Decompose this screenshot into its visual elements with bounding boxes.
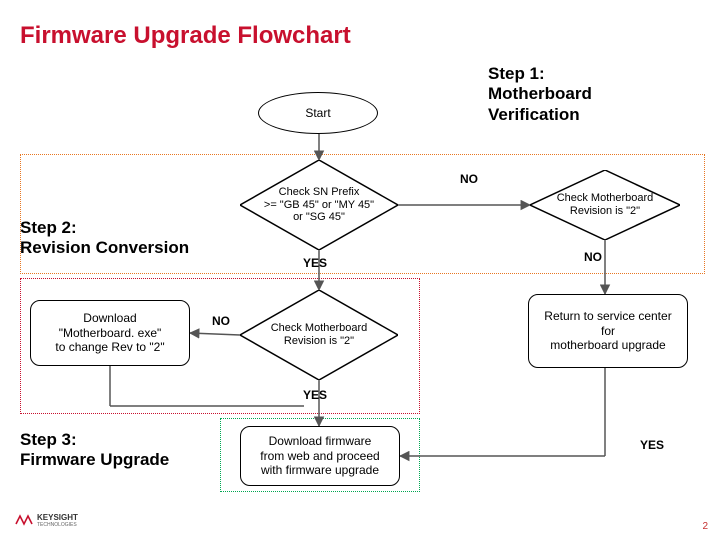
label-no2: NO (212, 314, 230, 328)
page-title: Firmware Upgrade Flowchart (20, 22, 351, 50)
brand-logo: KEYSIGHT TECHNOLOGIES (15, 514, 78, 528)
label-yes3: YES (640, 438, 664, 452)
keysight-icon (15, 514, 33, 528)
node-check-sn-text: Check SN Prefix >= "GB 45" or "MY 45" or… (264, 186, 374, 224)
node-download-fw-text: Download firmware from web and proceed w… (260, 434, 379, 477)
node-check-rev2-right-text: Check Motherboard Revision is "2" (557, 192, 654, 217)
node-download-mb-text: Download "Motherboard. exe" to change Re… (55, 311, 164, 354)
step1-label: Step 1: Motherboard Verification (488, 64, 592, 125)
node-download-mb: Download "Motherboard. exe" to change Re… (30, 300, 190, 366)
node-check-rev2-left-text: Check Motherboard Revision is "2" (271, 322, 368, 347)
node-service-center: Return to service center for motherboard… (528, 294, 688, 368)
label-no3: NO (584, 250, 602, 264)
label-yes1: YES (303, 256, 327, 270)
label-yes2: YES (303, 388, 327, 402)
brand-name: KEYSIGHT (37, 514, 78, 521)
node-check-rev2-left: Check Motherboard Revision is "2" (240, 290, 398, 380)
node-start-text: Start (305, 106, 330, 120)
page-number: 2 (702, 521, 708, 532)
node-download-fw: Download firmware from web and proceed w… (240, 426, 400, 486)
brand-sub: TECHNOLOGIES (37, 522, 78, 528)
step3-label: Step 3: Firmware Upgrade (20, 430, 169, 471)
node-start: Start (258, 92, 378, 134)
node-check-rev2-right: Check Motherboard Revision is "2" (530, 170, 680, 240)
node-service-center-text: Return to service center for motherboard… (544, 309, 671, 352)
label-no1: NO (460, 172, 478, 186)
node-check-sn: Check SN Prefix >= "GB 45" or "MY 45" or… (240, 160, 398, 250)
